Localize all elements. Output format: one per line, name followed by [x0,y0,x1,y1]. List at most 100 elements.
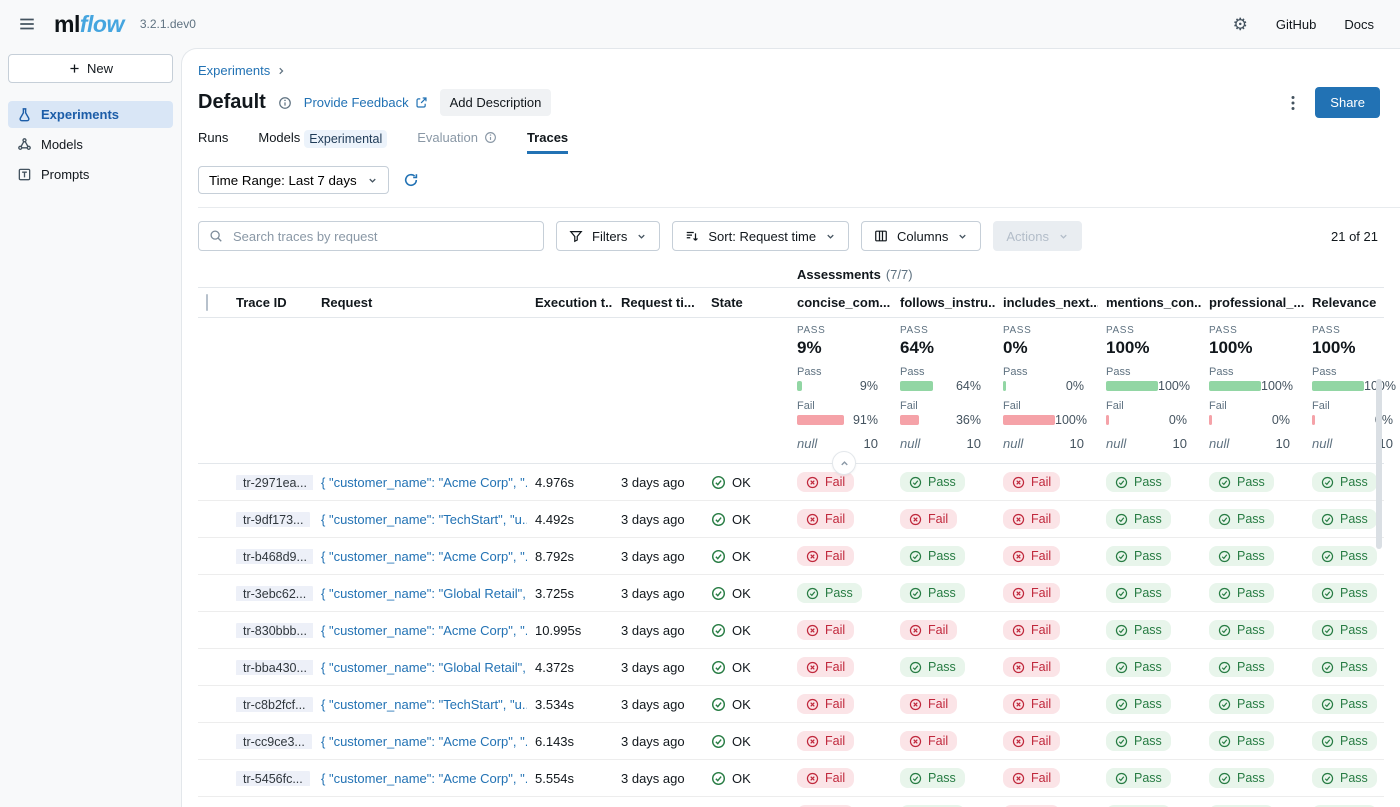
null-count: 10 [1378,436,1393,451]
request-time-value: 3 days ago [621,474,685,490]
trace-id-link[interactable]: tr-bba430... [236,659,313,675]
summary-pass-label: Pass [1312,366,1337,378]
trace-id-link[interactable]: tr-5456fc... [236,770,310,786]
trace-id-link[interactable]: tr-3ebc62... [236,585,313,601]
select-all-checkbox[interactable] [206,294,208,311]
sidebar-item-experiments[interactable]: Experiments [8,101,173,128]
request-link[interactable]: { "customer_name": "TechStart", "u... [321,511,527,527]
add-description-button[interactable]: Add Description [439,89,552,116]
assessment-fail-badge: Fail [797,546,855,566]
new-button[interactable]: New [8,54,173,83]
table-row[interactable]: tr-3ebc62... { "customer_name": "Global … [198,575,1384,612]
share-button[interactable]: Share [1315,87,1380,118]
kebab-menu-icon[interactable] [1283,91,1303,115]
trace-id-link[interactable]: tr-b468d9... [236,548,313,564]
assessments-group-count: (7/7) [885,266,913,282]
assessment-pass-badge: Pass [1312,583,1377,603]
x-circle-icon [909,624,922,636]
table-row[interactable]: tr-830bbb... { "customer_name": "Acme Co… [198,612,1384,649]
assessment-pass-badge: Pass [900,657,965,677]
search-box[interactable] [198,221,544,251]
execution-time-value: 6.143s [535,733,575,749]
check-circle-icon [1218,661,1231,673]
assessment-fail-badge: Fail [1003,694,1061,714]
request-link[interactable]: { "customer_name": "Acme Corp", "... [321,733,527,749]
provide-feedback-link[interactable]: Provide Feedback [304,95,428,110]
x-circle-icon [1012,698,1025,710]
table-row[interactable]: tr-b468d9... { "customer_name": "Acme Co… [198,538,1384,575]
table-row[interactable]: tr-cc9ce3... { "customer_name": "Acme Co… [198,723,1384,760]
trace-id-link[interactable]: tr-830bbb... [236,622,313,638]
assessment-pass-badge: Pass [1106,620,1171,640]
tab-runs[interactable]: Runs [198,130,229,145]
request-link[interactable]: { "customer_name": "Acme Corp", "... [321,474,527,490]
breadcrumb[interactable]: Experiments [198,63,1400,78]
mlflow-logo[interactable]: ml flow [54,11,124,38]
assessments-summary-row: PASS 9% Pass 9% Fail 91% null 10 PASS 64… [198,318,1396,475]
table-row[interactable]: tr-9df173... { "customer_name": "TechSta… [198,501,1384,538]
docs-link[interactable]: Docs [1344,16,1374,32]
check-circle-icon [1321,661,1334,673]
table-row[interactable]: tr-5456fc... { "customer_name": "Acme Co… [198,760,1384,797]
request-link[interactable]: { "customer_name": "Acme Corp", "... [321,770,527,786]
request-link[interactable]: { "customer_name": "Global Retail", ... [321,659,527,675]
execution-time-value: 8.792s [535,548,575,564]
tab-evaluation[interactable]: Evaluation [417,130,497,154]
fail-bar [1209,415,1212,425]
assessments-group-header: Assessments (7/7) [797,266,913,282]
refresh-icon[interactable] [403,172,419,188]
tab-traces[interactable]: Traces [526,130,569,154]
check-circle-icon [1115,476,1128,488]
table-row[interactable]: tr-bc3a88... { "customer_name": "Acme Co… [198,797,1384,807]
summary-pass-header: PASS [1312,325,1341,336]
state-value: OK [732,585,751,601]
state-value: OK [732,474,751,490]
check-circle-icon [711,697,726,712]
assessment-pass-badge: Pass [1209,546,1274,566]
table-row[interactable]: tr-2971ea... { "customer_name": "Acme Co… [198,464,1384,501]
assessment-fail-badge: Fail [1003,509,1061,529]
assessment-pass-badge: Pass [1209,657,1274,677]
request-time-value: 3 days ago [621,511,685,527]
sidebar-item-prompts[interactable]: Prompts [8,161,173,188]
collapse-summary-button[interactable] [832,451,856,475]
time-range-dropdown[interactable]: Time Range: Last 7 days [198,166,389,194]
trace-id-link[interactable]: tr-9df173... [236,511,311,527]
tab-models[interactable]: Models [258,130,301,145]
hamburger-menu-icon[interactable] [14,11,40,37]
null-count: 10 [1275,436,1290,451]
check-circle-icon [806,587,819,599]
column-header-assessment: concise_com... [797,295,891,310]
sort-button[interactable]: Sort: Request time [672,221,850,251]
info-icon[interactable] [278,96,292,110]
gear-icon[interactable]: ⚙ [1232,14,1248,34]
summary-pass-label: Pass [1209,366,1234,378]
request-link[interactable]: { "customer_name": "Acme Corp", "... [321,548,527,564]
request-link[interactable]: { "customer_name": "TechStart", "u... [321,696,527,712]
fail-bar [1312,415,1315,425]
request-link[interactable]: { "customer_name": "Acme Corp", "... [321,622,527,638]
check-circle-icon [1321,550,1334,562]
columns-button[interactable]: Columns [861,221,982,251]
assessment-summary-cell: PASS 100% Pass 100% Fail 0% null 10 [1098,325,1201,451]
trace-id-link[interactable]: tr-c8b2fcf... [236,696,313,712]
trace-id-link[interactable]: tr-cc9ce3... [236,733,312,749]
null-label: null [1209,436,1230,451]
table-row[interactable]: tr-bba430... { "customer_name": "Global … [198,649,1384,686]
vertical-scrollbar[interactable] [1376,379,1382,549]
github-link[interactable]: GitHub [1275,16,1317,32]
assessment-pass-badge: Pass [900,768,965,788]
search-input[interactable] [231,227,533,245]
trace-id-link[interactable]: tr-2971ea... [236,474,313,490]
assessment-fail-badge: Fail [797,768,855,788]
check-circle-icon [1321,772,1334,784]
request-link[interactable]: { "customer_name": "Global Retail", ... [321,585,527,601]
breadcrumb-experiments-link[interactable]: Experiments [198,63,271,78]
check-circle-icon [1321,587,1334,599]
filters-button[interactable]: Filters [556,221,661,251]
table-row[interactable]: tr-c8b2fcf... { "customer_name": "TechSt… [198,686,1384,723]
sidebar-item-models[interactable]: Models [8,131,173,158]
summary-pass-header: PASS [1209,325,1238,336]
assessment-fail-badge: Fail [797,805,855,807]
chevron-down-icon [827,234,834,239]
